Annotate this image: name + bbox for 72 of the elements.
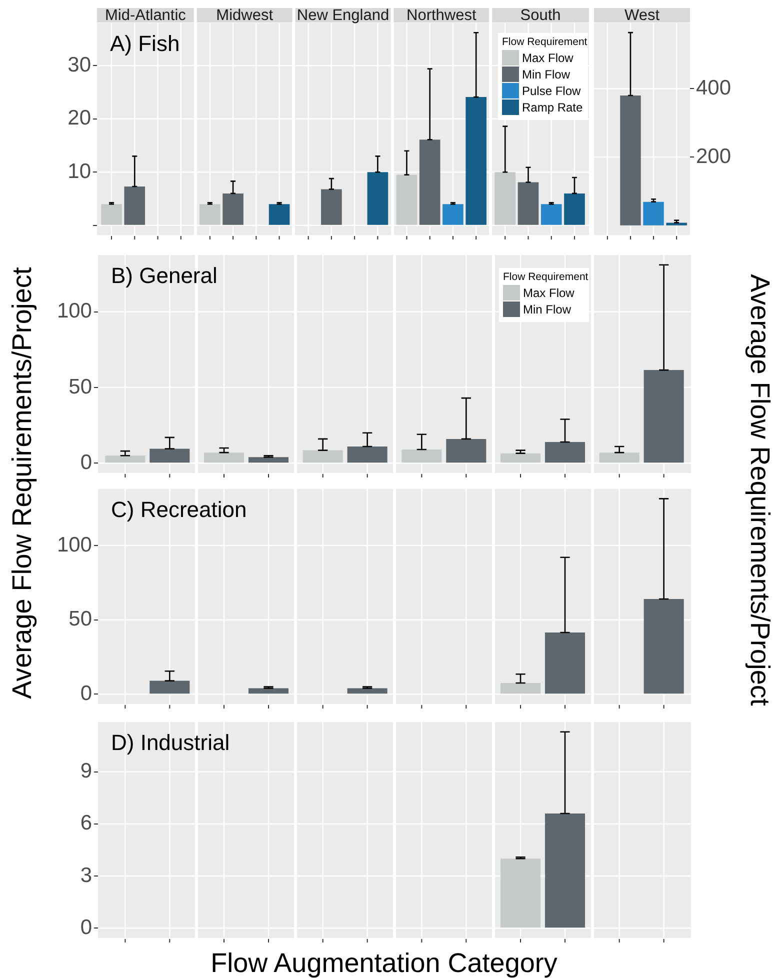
bar: [564, 193, 585, 225]
legend-label: Max Flow: [523, 286, 575, 300]
bar: [494, 172, 516, 225]
legend-label: Ramp Rate: [522, 100, 584, 114]
bar: [599, 452, 640, 463]
y-tick-label: 20: [68, 106, 91, 130]
y2-tick-label: 200: [696, 144, 732, 168]
bar: [666, 222, 687, 226]
bar: [518, 182, 539, 225]
y-tick-label: 30: [68, 53, 91, 76]
y-axis-title: Average Flow Requirements/Project: [7, 267, 37, 699]
bar: [396, 174, 418, 225]
y2-axis-title: Average Flow Requirements/Project: [745, 274, 775, 706]
bar: [544, 442, 585, 463]
x-tick-label: Mid-Atlantic: [104, 6, 186, 24]
bar: [544, 632, 585, 694]
bar: [500, 453, 541, 463]
y-tick-label: 50: [68, 375, 92, 398]
legend-label: Pulse Flow: [522, 84, 582, 98]
y2-tick-label: 400: [696, 76, 732, 100]
chart-title: A) Fish: [110, 31, 180, 56]
bar: [367, 172, 388, 225]
y-tick-label: 3: [80, 864, 92, 887]
y-tick-label: 50: [68, 608, 92, 631]
y-tick-label: 9: [80, 760, 92, 783]
bar: [268, 204, 290, 225]
chart-title: B) General: [111, 263, 218, 288]
bar: [101, 204, 122, 225]
bar: [321, 189, 342, 225]
bar: [248, 457, 288, 463]
chart-title: C) Recreation: [111, 497, 247, 522]
bar: [302, 450, 343, 463]
bar: [540, 204, 562, 225]
y-tick-label: 0: [80, 450, 92, 474]
bar: [347, 688, 388, 694]
bar: [644, 599, 684, 694]
bar: [204, 452, 244, 463]
x-tick-label: New England: [296, 6, 390, 24]
bar: [105, 456, 146, 463]
x-tick-label: Midwest: [216, 6, 274, 24]
x-tick-label: South: [520, 6, 561, 24]
x-tick-label: Northwest: [406, 6, 477, 24]
bar: [200, 204, 220, 225]
y-tick-label: 0: [80, 916, 92, 939]
bar: [644, 370, 684, 463]
bar: [248, 688, 288, 694]
y-tick-label: 0: [80, 682, 92, 705]
y-tick-label: 10: [68, 160, 91, 183]
legend-label: Max Flow: [522, 51, 574, 65]
bar: [150, 448, 190, 463]
y-tick-label: 100: [56, 300, 92, 323]
bar: [643, 202, 664, 226]
chart-title: D) Industrial: [111, 730, 230, 755]
y-tick-label: 6: [80, 812, 92, 835]
bar: [466, 97, 486, 225]
bar: [347, 446, 388, 463]
bar: [419, 140, 440, 225]
legend-label: Min Flow: [522, 68, 570, 82]
bar: [402, 450, 442, 463]
bar: [500, 683, 541, 694]
bar: [222, 193, 244, 225]
y-tick-label: 100: [56, 533, 92, 556]
bar: [124, 186, 146, 225]
legend-label: Min Flow: [523, 302, 572, 316]
bar: [150, 680, 190, 694]
x-axis-title: Flow Augmentation Category: [210, 948, 558, 978]
bar: [442, 204, 464, 225]
x-tick-label: West: [624, 6, 660, 24]
bar: [620, 95, 641, 226]
legend-title: Flow Requirement: [503, 271, 588, 283]
legend-title: Flow Requirement: [502, 36, 588, 48]
bar: [446, 438, 486, 463]
